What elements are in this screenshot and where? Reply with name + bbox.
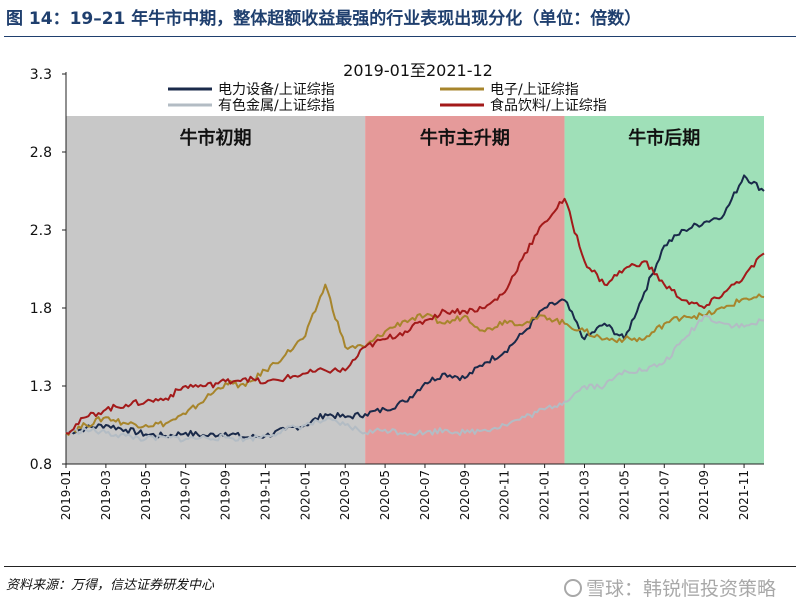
y-tick-label: 1.3 bbox=[30, 379, 52, 395]
x-tick-label: 2019-09 bbox=[219, 470, 233, 520]
axes: 0.8 1.3 1.8 2.3 2.8 3.3 2019-01 2019-03 2019-05 2… bbox=[30, 67, 764, 520]
watermark-text: 雪球：韩锐恒投资策略 bbox=[585, 578, 776, 600]
y-tick-label: 2.3 bbox=[30, 223, 52, 239]
chart: 牛市初期 牛市主升期 牛市后期 0.8 1.3 1.8 2.3 2.8 3.3 2019-01 2… bbox=[30, 61, 765, 520]
footer-rule bbox=[4, 566, 796, 567]
x-tick-label: 2020-05 bbox=[378, 470, 392, 520]
series-lines bbox=[65, 174, 765, 443]
series-line-3 bbox=[65, 314, 765, 443]
x-tick-label: 2019-01 bbox=[59, 470, 73, 520]
chart-title: 2019-01至2021-12 bbox=[343, 61, 493, 80]
x-tick-label: 2021-03 bbox=[578, 470, 592, 520]
x-tick-label: 2021-01 bbox=[538, 470, 552, 520]
series-line-2 bbox=[65, 283, 765, 436]
source-note: 资料来源：万得，信达证券研发中心 bbox=[6, 578, 215, 593]
legend-label-4: 食品饮料/上证综指 bbox=[490, 97, 607, 114]
phase-label-2: 牛市主升期 bbox=[420, 127, 510, 149]
x-tick-label: 2020-09 bbox=[458, 470, 472, 520]
x-tick-label: 2019-11 bbox=[258, 470, 272, 520]
phase-bands: 牛市初期 牛市主升期 牛市后期 bbox=[66, 116, 764, 464]
figure-title: 图 14：19–21 年牛市中期，整体超额收益最强的行业表现出现分化（单位：倍数… bbox=[6, 9, 642, 29]
y-tick-label: 3.3 bbox=[30, 67, 52, 83]
legend-label-2: 电子/上证综指 bbox=[490, 82, 579, 98]
phase-band-1 bbox=[66, 116, 366, 464]
xueqiu-logo-icon bbox=[563, 579, 582, 597]
x-tick-label: 2019-05 bbox=[139, 470, 153, 520]
y-tick-label: 2.8 bbox=[30, 145, 52, 161]
x-tick-label: 2021-09 bbox=[697, 470, 711, 520]
series-line-4 bbox=[65, 197, 765, 435]
watermark: 雪球：韩锐恒投资策略 bbox=[563, 574, 776, 601]
x-tick-label: 2020-11 bbox=[498, 470, 512, 520]
phase-label-1: 牛市初期 bbox=[180, 127, 252, 149]
x-tick-label: 2019-07 bbox=[179, 470, 193, 520]
y-tick-label: 1.8 bbox=[30, 301, 52, 317]
x-tick-label: 2020-07 bbox=[418, 470, 432, 520]
phase-band-3 bbox=[564, 116, 764, 464]
title-rule bbox=[4, 36, 796, 37]
x-tick-label: 2021-07 bbox=[657, 470, 671, 520]
x-tick-label: 2019-03 bbox=[99, 470, 113, 520]
x-tick-label: 2020-01 bbox=[298, 470, 312, 520]
legend-label-3: 有色金属/上证综指 bbox=[218, 97, 335, 114]
x-tick-label: 2021-11 bbox=[737, 470, 751, 520]
series-line-1 bbox=[65, 174, 765, 439]
phase-band-2 bbox=[365, 116, 565, 464]
x-tick-label: 2021-05 bbox=[617, 470, 631, 520]
y-tick-label: 0.8 bbox=[30, 457, 52, 473]
x-tick-label: 2020-03 bbox=[338, 470, 352, 520]
legend-label-1: 电力设备/上证综指 bbox=[218, 81, 335, 98]
phase-label-3: 牛市后期 bbox=[628, 127, 700, 149]
